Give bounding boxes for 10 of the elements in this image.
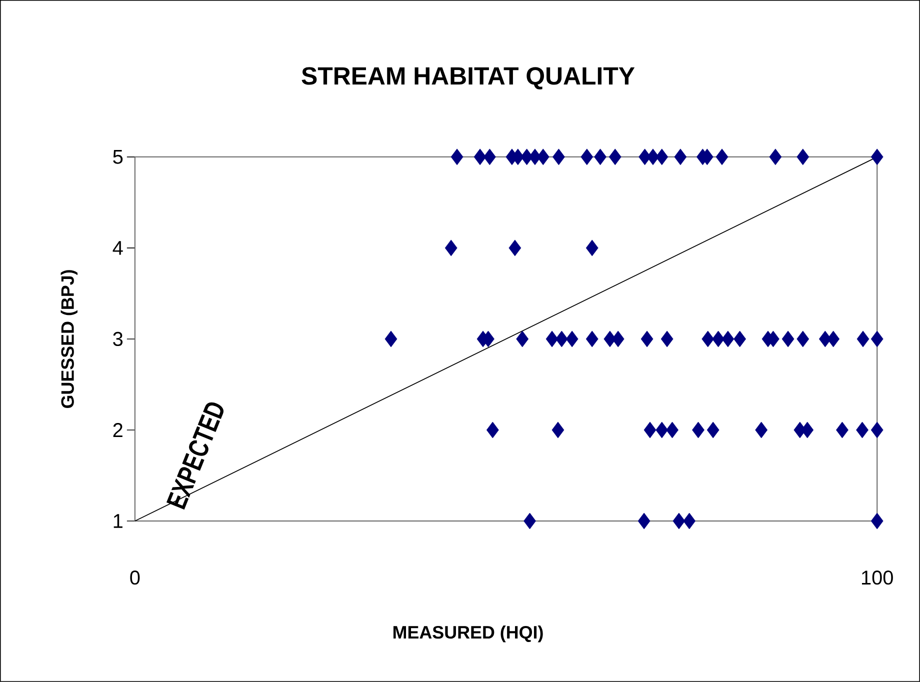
x-tick-label: 100 bbox=[862, 570, 893, 585]
y-tick-label: 1 bbox=[114, 514, 122, 528]
x-axis-title: MEASURED (HQI) bbox=[393, 626, 543, 642]
x-tick-label: 0 bbox=[130, 570, 140, 585]
y-tick-label: 2 bbox=[113, 423, 122, 437]
y-tick-label: 5 bbox=[113, 150, 123, 164]
y-axis-title: GUESSED (BPJ) bbox=[60, 270, 78, 408]
y-tick-label: 3 bbox=[113, 332, 123, 346]
y-tick-label: 4 bbox=[112, 241, 123, 255]
chart-title: STREAM HABITAT QUALITY bbox=[302, 67, 635, 90]
